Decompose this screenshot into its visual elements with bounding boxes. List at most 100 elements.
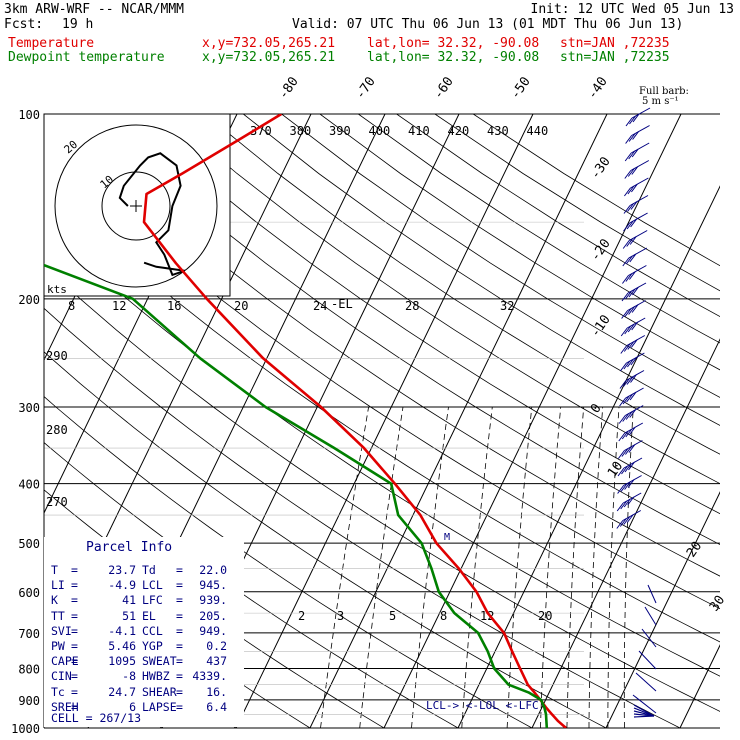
wind-barb-surface (633, 715, 655, 718)
wind-barb-flag (623, 205, 631, 214)
wind-barb-flag (625, 446, 632, 455)
pressure-tick-label: 400 (18, 478, 40, 492)
wind-barb-flag (630, 218, 637, 228)
wind-barb-flag (629, 253, 637, 263)
wind-barb-flag (618, 415, 626, 424)
mixing-ratio-label: 12 (112, 299, 126, 313)
wind-barb-flag (617, 467, 625, 477)
pressure-tick-label: 600 (18, 586, 40, 600)
wind-barb-flag (631, 183, 638, 193)
wind-barb-flag (619, 518, 627, 527)
wind-barb-flag (623, 378, 630, 387)
parcel-key: CAPE (51, 654, 79, 669)
parcel-eq: = (71, 623, 78, 638)
wind-barb-flag (628, 426, 636, 436)
wind-barb-flag (629, 391, 637, 401)
dry-adiabat (166, 114, 720, 485)
dewpoint-xy: x,y=732.05,265.21 (202, 50, 336, 65)
wind-barb-flag (619, 380, 627, 389)
theta-label-left: 280 (46, 423, 68, 437)
lcl-markers: LCL-> <-LOL <-LFC (426, 699, 539, 712)
wind-barb-flag (624, 463, 632, 473)
parcel-value: 16. (206, 684, 227, 699)
wind-barb-flag (627, 341, 635, 350)
parcel-eq: = (71, 669, 78, 684)
mixing-ratio-label-low: 5 (389, 609, 396, 623)
wind-barb-flag (627, 168, 635, 177)
wind-barb-flag (625, 411, 633, 420)
pressure-tick-label: 700 (18, 627, 40, 641)
theta-label-left: 270 (46, 495, 68, 509)
isotherm-label: 10 (605, 459, 626, 480)
wind-barb-staff-low (635, 672, 657, 692)
parcel-key: LAPSE (142, 699, 177, 714)
wind-barb-flag (627, 358, 634, 368)
wind-barb-flag (627, 323, 635, 333)
temperature-legend: Temperature (8, 36, 95, 51)
parcel-eq: = (71, 654, 78, 669)
wind-barb-flag (623, 360, 631, 370)
mixing-ratio-label-low: 2 (298, 609, 305, 623)
hodograph-box (43, 113, 231, 297)
theta-label: 370 (250, 124, 272, 138)
dewpoint-profile (44, 263, 549, 728)
parcel-key: HWBZ (142, 669, 170, 684)
mixing-ratio-label: 8 (68, 299, 75, 313)
wind-barb-flag (625, 135, 632, 144)
wind-barb-flag (622, 413, 630, 422)
wind-barb-flag (625, 290, 632, 300)
wind-barb-flag (622, 275, 629, 284)
parcel-cell: CELL = 267/13 (51, 711, 142, 725)
parcel-eq: = (71, 578, 78, 593)
wind-barb-flag (629, 271, 636, 280)
dry-adiabat (281, 114, 720, 398)
theta-label: 420 (448, 124, 470, 138)
temperature-xy: x,y=732.05,265.21 (202, 36, 336, 51)
isotherm-line (457, 185, 720, 728)
wind-barb-flag (629, 236, 637, 245)
parcel-eq: = (176, 578, 183, 593)
model-title: 3km ARW-WRF -- NCAR/MMM (4, 2, 185, 17)
wind-barb-flag (621, 292, 629, 302)
wind-barb-flag (622, 240, 630, 249)
parcel-eq: = (176, 563, 183, 577)
wind-barb-flag (623, 343, 631, 352)
wind-barb-flag (626, 514, 634, 523)
wind-barb-flag (624, 481, 631, 490)
wind-barb-flag (624, 170, 632, 179)
temperature-station: stn=JAN ,72235 (560, 36, 670, 51)
init-time: Init: 12 UTC Wed 05 Jun 13 (530, 2, 735, 17)
parcel-key: LFC (142, 593, 163, 608)
isotherm-line (309, 114, 608, 728)
wind-barb-flag (630, 339, 638, 348)
mixing-ratio-label-low: 12 (480, 609, 494, 623)
parcel-value: 949. (199, 623, 227, 638)
theta-label: 390 (329, 124, 351, 138)
wind-barb-flag (624, 325, 632, 335)
wind-barb-flag (624, 152, 632, 162)
pressure-tick-label: 100 (18, 108, 40, 122)
mixing-ratio-line (566, 406, 585, 728)
wind-barb-flag (629, 115, 636, 125)
mixing-ratio-label-low: 8 (440, 609, 447, 623)
theta-label: 410 (408, 124, 430, 138)
mixing-ratio-label: 32 (500, 299, 514, 313)
sounding-profiles (44, 114, 567, 728)
wind-barb-flag (625, 117, 633, 127)
dewpoint-station: stn=JAN ,72235 (560, 50, 670, 65)
wind-barb-flag (629, 409, 637, 418)
mixing-ratio-label-low: 20 (538, 609, 552, 623)
wind-barb-flag (632, 131, 639, 140)
wind-barb-flag (620, 483, 628, 492)
isotherm-label: 20 (684, 539, 705, 560)
pressure-tick-label: 200 (18, 293, 40, 307)
parcel-eq: = (71, 684, 78, 699)
wind-barb-flag (630, 201, 638, 210)
wind-barb-flag (625, 273, 633, 282)
pressure-tick-label: 1000 (11, 722, 40, 736)
wind-barb-flag (628, 461, 635, 471)
wind-barb-flag (621, 448, 629, 457)
isotherm-line (531, 338, 720, 728)
parcel-eq: = (176, 669, 183, 684)
mixing-ratio-line (461, 406, 493, 728)
